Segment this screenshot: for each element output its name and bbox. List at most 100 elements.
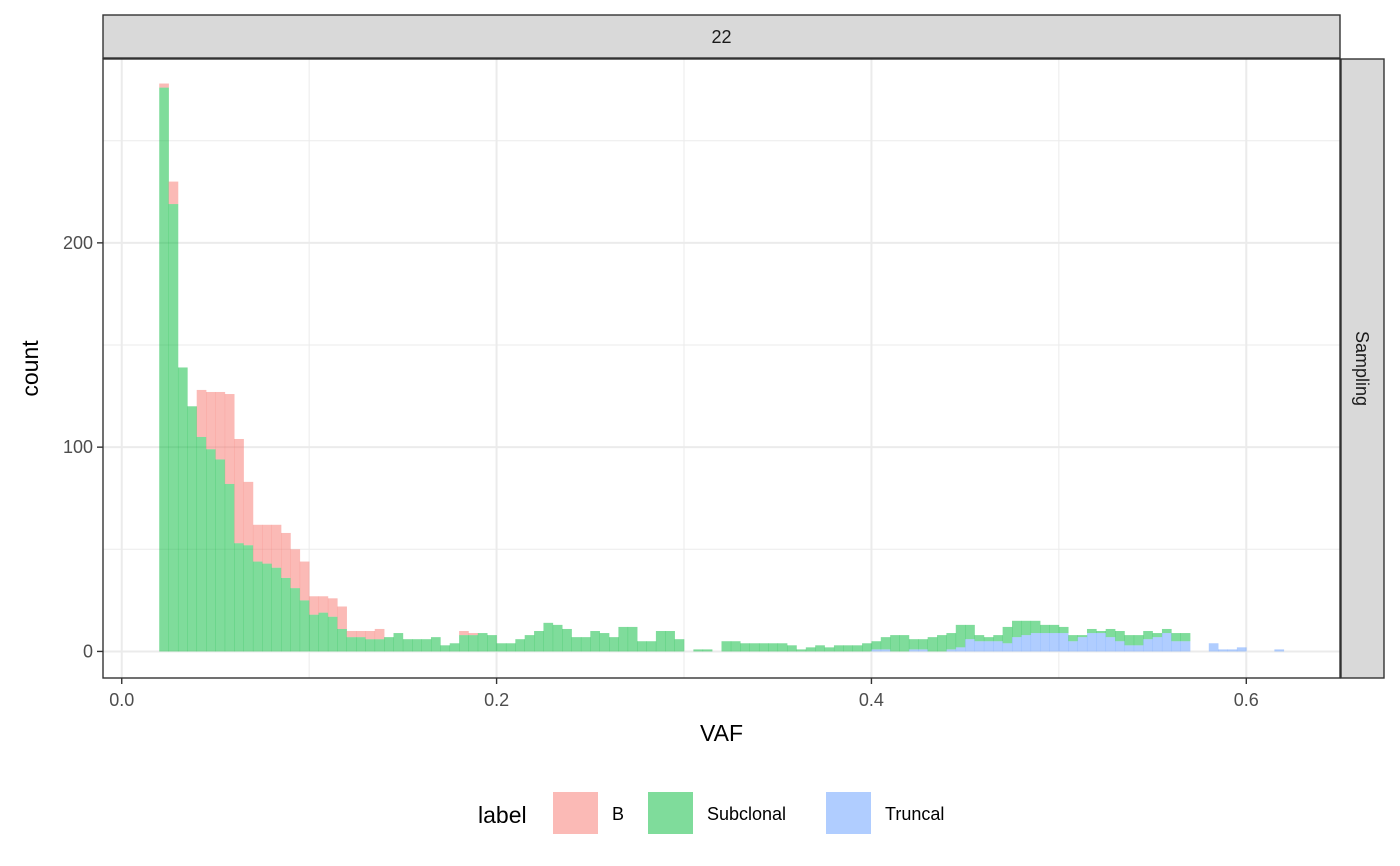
bar-subclonal-47 bbox=[599, 633, 610, 652]
bar-subclonal-1 bbox=[168, 204, 179, 652]
bar-subclonal-35 bbox=[487, 635, 497, 652]
bar-truncal-76 bbox=[871, 649, 882, 652]
bar-subclonal-106 bbox=[1152, 633, 1163, 638]
bar-truncal-113 bbox=[1218, 649, 1228, 652]
bar-subclonal-18 bbox=[327, 616, 338, 652]
bar-subclonal-81 bbox=[918, 639, 928, 650]
bar-truncal-102 bbox=[1115, 641, 1125, 652]
bar-subclonal-8 bbox=[234, 543, 244, 652]
bar-subclonal-28 bbox=[421, 639, 432, 652]
bar-truncal-107 bbox=[1161, 633, 1172, 652]
bar-b-23 bbox=[374, 628, 385, 640]
x-tick-label: 0.2 bbox=[484, 690, 509, 710]
bar-subclonal-84 bbox=[946, 633, 957, 650]
bar-b-17 bbox=[318, 596, 329, 613]
bar-subclonal-95 bbox=[1049, 624, 1060, 634]
bar-subclonal-104 bbox=[1133, 635, 1144, 646]
bar-subclonal-49 bbox=[618, 626, 629, 652]
bar-subclonal-83 bbox=[937, 635, 947, 652]
bar-subclonal-9 bbox=[243, 545, 254, 652]
bar-b-18 bbox=[327, 598, 338, 617]
bar-b-5 bbox=[206, 391, 216, 450]
bar-subclonal-34 bbox=[477, 633, 488, 652]
bar-subclonal-25 bbox=[393, 633, 404, 652]
bar-subclonal-50 bbox=[627, 626, 638, 652]
bar-truncal-91 bbox=[1012, 637, 1022, 652]
bar-truncal-109 bbox=[1180, 641, 1191, 652]
bar-b-0 bbox=[159, 83, 169, 88]
bar-b-8 bbox=[234, 438, 244, 544]
bar-subclonal-90 bbox=[1002, 626, 1013, 644]
bar-subclonal-22 bbox=[365, 639, 376, 652]
bar-subclonal-38 bbox=[515, 639, 526, 652]
bar-subclonal-21 bbox=[356, 637, 366, 652]
bar-subclonal-65 bbox=[768, 643, 779, 652]
bar-truncal-81 bbox=[918, 649, 928, 652]
bar-b-6 bbox=[215, 391, 226, 460]
bar-subclonal-60 bbox=[721, 641, 732, 652]
bar-subclonal-45 bbox=[580, 637, 591, 652]
bar-subclonal-44 bbox=[571, 637, 582, 652]
bar-truncal-80 bbox=[908, 649, 919, 652]
bar-subclonal-89 bbox=[993, 635, 1003, 642]
y-tick-label: 0 bbox=[83, 641, 93, 661]
bar-truncal-88 bbox=[983, 641, 994, 652]
bar-subclonal-93 bbox=[1030, 620, 1041, 634]
x-axis-title: VAF bbox=[700, 720, 743, 746]
bar-subclonal-42 bbox=[552, 624, 563, 652]
bar-subclonal-15 bbox=[299, 600, 310, 652]
bar-subclonal-53 bbox=[655, 631, 666, 652]
bar-subclonal-57 bbox=[693, 649, 704, 652]
legend-key-b bbox=[553, 792, 598, 834]
bar-truncal-93 bbox=[1030, 633, 1041, 652]
bar-subclonal-39 bbox=[524, 635, 535, 652]
bar-truncal-87 bbox=[974, 641, 985, 652]
y-tick-label: 200 bbox=[63, 233, 93, 253]
bar-subclonal-13 bbox=[281, 577, 291, 652]
bar-truncal-105 bbox=[1143, 639, 1153, 652]
bar-subclonal-64 bbox=[758, 643, 769, 652]
facet-strip-top-label: 22 bbox=[711, 27, 731, 47]
bar-subclonal-98 bbox=[1077, 635, 1088, 638]
bar-subclonal-101 bbox=[1105, 628, 1116, 638]
legend: label B Subclonal Truncal bbox=[478, 792, 944, 834]
bar-b-19 bbox=[337, 606, 347, 629]
bar-truncal-100 bbox=[1096, 633, 1107, 652]
plot-panel-border bbox=[102, 58, 1341, 679]
bar-subclonal-16 bbox=[309, 614, 319, 652]
bar-truncal-101 bbox=[1105, 637, 1116, 652]
bar-subclonal-74 bbox=[852, 645, 863, 652]
bar-subclonal-0 bbox=[159, 87, 169, 652]
bar-b-16 bbox=[309, 596, 319, 615]
bar-subclonal-96 bbox=[1058, 626, 1069, 634]
bar-subclonal-55 bbox=[674, 639, 685, 652]
bar-truncal-98 bbox=[1077, 637, 1088, 652]
bar-truncal-103 bbox=[1124, 645, 1135, 652]
bar-truncal-97 bbox=[1068, 641, 1078, 652]
bar-b-10 bbox=[252, 524, 263, 562]
bar-b-7 bbox=[224, 394, 235, 484]
x-tick-label: 0.6 bbox=[1234, 690, 1259, 710]
bar-truncal-86 bbox=[965, 639, 975, 652]
bar-subclonal-46 bbox=[590, 631, 600, 652]
bar-subclonal-70 bbox=[815, 645, 825, 652]
legend-label-truncal: Truncal bbox=[885, 804, 944, 824]
bar-subclonal-12 bbox=[271, 567, 282, 652]
bar-subclonal-30 bbox=[440, 645, 451, 652]
bar-subclonal-43 bbox=[562, 628, 572, 652]
bar-truncal-92 bbox=[1021, 635, 1032, 652]
bar-subclonal-26 bbox=[402, 639, 413, 652]
bar-truncal-96 bbox=[1058, 633, 1069, 652]
bar-subclonal-24 bbox=[384, 637, 394, 652]
bar-truncal-112 bbox=[1208, 643, 1219, 652]
bar-subclonal-86 bbox=[965, 624, 975, 640]
bar-subclonal-66 bbox=[777, 643, 788, 652]
bar-subclonal-75 bbox=[862, 643, 872, 652]
facet-strip-top bbox=[102, 14, 1341, 59]
bar-subclonal-109 bbox=[1180, 633, 1191, 642]
bar-subclonal-94 bbox=[1040, 624, 1050, 634]
bar-truncal-77 bbox=[880, 649, 891, 652]
bar-b-12 bbox=[271, 524, 282, 568]
bar-subclonal-7 bbox=[224, 483, 235, 652]
bar-subclonal-105 bbox=[1143, 631, 1153, 640]
